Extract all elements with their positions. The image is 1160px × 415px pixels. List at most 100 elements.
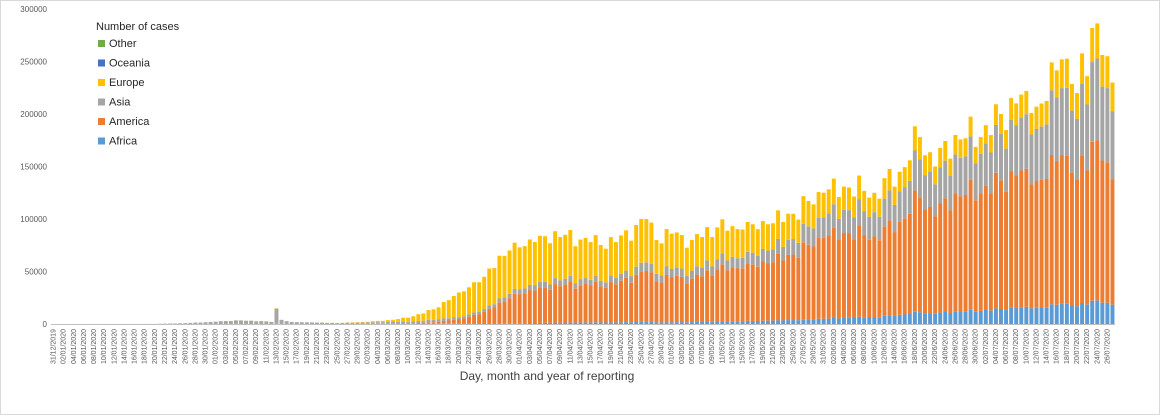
bar-segment-europe (907, 160, 912, 181)
bar-segment-asia (183, 323, 188, 324)
x-tick-label: 26/06/2020 (952, 329, 959, 364)
bar-segment-asia (639, 262, 644, 272)
bar-segment-africa (532, 323, 537, 324)
bar-segment-africa (1054, 304, 1059, 324)
bar-segment-africa (791, 320, 796, 324)
bar-segment-europe (436, 307, 441, 320)
bar-segment-america (619, 280, 623, 323)
bar-segment-asia (750, 252, 755, 265)
bar-segment-asia (289, 321, 294, 324)
bar-segment-africa (679, 322, 684, 324)
bar-segment-europe (360, 321, 365, 323)
bar-segment-asia (791, 239, 796, 255)
x-tick-label: 25/04/2020 (638, 329, 645, 364)
bar-segment-africa (725, 321, 730, 324)
x-tick-label: 17/04/2020 (598, 329, 605, 364)
legend-swatch-oceania (98, 59, 105, 67)
bar-segment-america (431, 322, 436, 324)
x-tick-label: 24/06/2020 (942, 329, 949, 364)
bar-segment-america (634, 274, 639, 323)
bar-segment-africa (603, 322, 608, 324)
bar-segment-america (1110, 179, 1115, 305)
bar-segment-africa (841, 317, 846, 324)
x-tick-label: 21/02/2020 (314, 329, 321, 364)
bar-segment-asia (999, 133, 1003, 181)
bar-segment-africa (568, 322, 573, 324)
bar-segment-africa (1110, 304, 1115, 324)
bar-segment-asia (512, 288, 517, 294)
x-tick-label: 04/01/2020 (71, 329, 78, 364)
bar-segment-africa (1080, 302, 1085, 324)
bar-segment-america (993, 172, 998, 309)
bar-segment-africa (548, 322, 553, 324)
bar-segment-asia (411, 321, 416, 324)
bar-segment-asia (781, 246, 786, 261)
bar-segment-asia (852, 217, 857, 240)
bar-segment-asia (1004, 148, 1009, 192)
bar-segment-america (421, 322, 426, 324)
bar-segment-asia (593, 275, 598, 282)
bar-segment-asia (583, 278, 588, 285)
bar-segment-asia (239, 320, 243, 324)
x-tick-label: 02/03/2020 (365, 329, 372, 364)
bar-segment-asia (806, 226, 811, 245)
bar-segment-asia (963, 156, 968, 196)
x-tick-label: 29/04/2020 (659, 329, 666, 364)
bar-segment-europe (583, 237, 588, 279)
legend-label-asia: Asia (109, 97, 131, 109)
bar-segment-europe (1034, 106, 1039, 129)
y-axis-ticks: 0 50000 100000 150000 200000 250000 300000 (20, 5, 47, 329)
bar-segment-europe (492, 268, 497, 305)
bar-segment-africa (953, 311, 958, 324)
bar-segment-africa (558, 322, 563, 324)
x-tick-label: 17/05/2020 (750, 329, 757, 364)
bar-segment-asia (1059, 88, 1064, 156)
x-tick-label: 28/06/2020 (963, 329, 970, 364)
bar-segment-europe (684, 247, 689, 276)
bar-segment-america (948, 210, 953, 314)
bar-segment-asia (629, 276, 634, 283)
bar-segment-america (1044, 178, 1049, 308)
x-tick-label: 01/02/2020 (213, 329, 220, 364)
bar-segment-asia (786, 239, 791, 255)
bar-segment-asia (279, 319, 284, 324)
bar-segment-africa (821, 318, 826, 324)
bar-segment-europe (836, 196, 841, 219)
bar-segment-europe (659, 243, 664, 276)
bar-segment-america (715, 269, 720, 322)
bar-segment-america (644, 271, 649, 322)
x-tick-label: 22/06/2020 (932, 329, 939, 364)
bar-segment-europe (497, 255, 502, 299)
bar-segment-europe (391, 319, 395, 322)
bar-segment-africa (497, 323, 502, 324)
bar-segment-europe (1090, 27, 1095, 63)
bar-segment-europe (750, 224, 755, 253)
bar-segment-america (786, 254, 791, 321)
bar-segment-africa (487, 323, 492, 324)
bar-segment-europe (1004, 130, 1009, 149)
bar-segment-america (923, 209, 927, 314)
x-tick-label: 18/01/2020 (142, 329, 149, 364)
bar-segment-europe (806, 200, 811, 227)
bar-segment-asia (1105, 88, 1110, 163)
bar-segment-asia (679, 268, 684, 277)
bar-segment-europe (543, 236, 547, 282)
x-tick-label: 11/04/2020 (567, 329, 574, 364)
bar-segment-africa (659, 322, 664, 324)
bar-segment-asia (862, 211, 867, 236)
bar-segment-asia (380, 322, 385, 324)
bar-segment-africa (776, 320, 781, 324)
bar-segment-asia (396, 321, 401, 324)
bar-segment-asia (917, 159, 922, 198)
bar-segment-america (801, 242, 806, 320)
bar-segment-africa (765, 320, 770, 324)
bar-segment-america (603, 287, 608, 323)
bar-segment-europe (1014, 103, 1019, 126)
bar-segment-africa (978, 310, 983, 324)
bar-segment-africa (1085, 304, 1090, 324)
bar-segment-africa (593, 322, 598, 324)
bar-segment-africa (492, 323, 497, 324)
bar-segment-america (1069, 172, 1074, 306)
bar-segment-europe (897, 171, 902, 192)
x-tick-label: 02/06/2020 (831, 329, 838, 364)
